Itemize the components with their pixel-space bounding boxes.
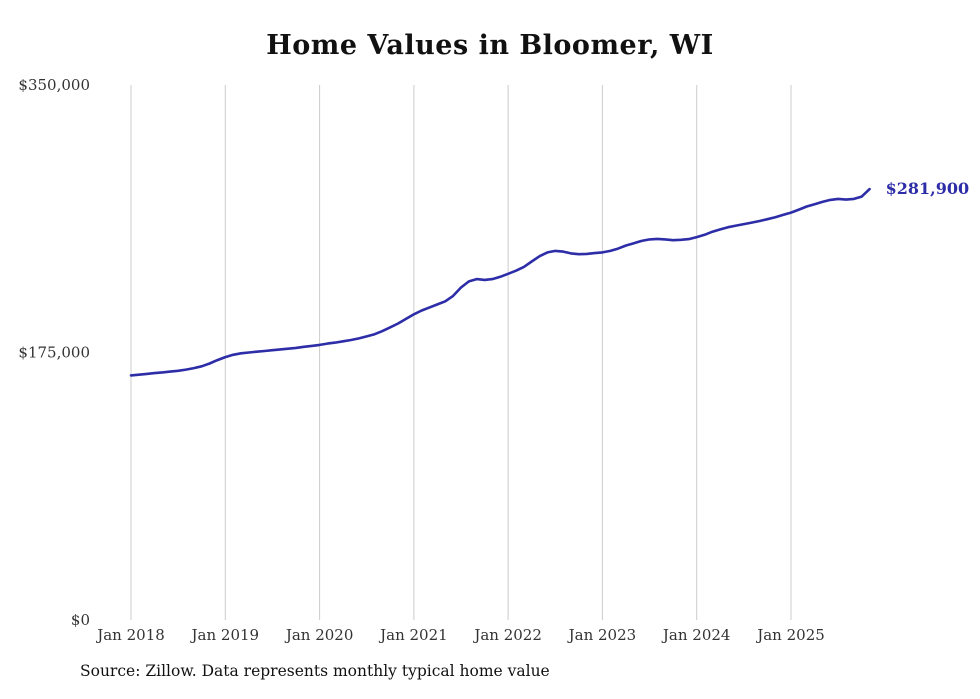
- y-tick-label: $0: [71, 611, 90, 629]
- y-tick-label: $175,000: [18, 344, 90, 362]
- x-tick-label: Jan 2024: [661, 626, 731, 644]
- x-tick-label: Jan 2019: [190, 626, 260, 644]
- x-tick-label: Jan 2021: [378, 626, 448, 644]
- x-tick-label: Jan 2020: [284, 626, 354, 644]
- x-tick-label: Jan 2025: [755, 626, 825, 644]
- x-tick-label: Jan 2018: [95, 626, 165, 644]
- chart-title: Home Values in Bloomer, WI: [266, 30, 714, 61]
- series-line: [129, 187, 871, 377]
- source-note: Source: Zillow. Data represents monthly …: [80, 662, 550, 680]
- y-tick-label: $350,000: [18, 76, 90, 94]
- x-tick-label: Jan 2023: [567, 626, 637, 644]
- x-tick-label: Jan 2022: [472, 626, 542, 644]
- end-value-label: $281,900: [886, 179, 970, 198]
